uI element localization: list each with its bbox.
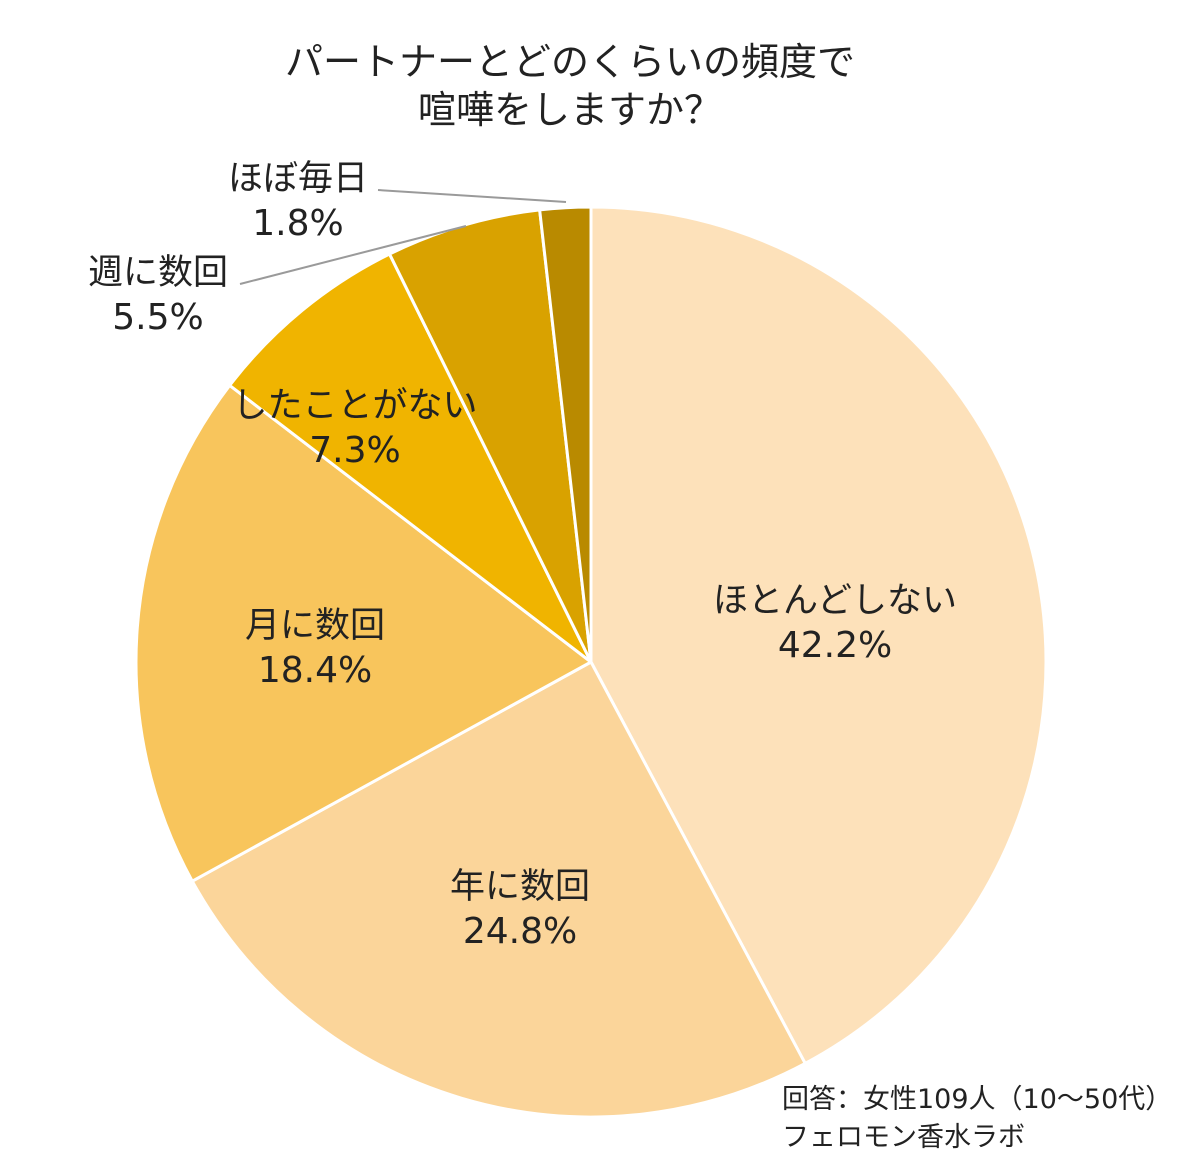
slice-value-label-3: 18.4%	[258, 650, 372, 691]
pie-slice-6	[538, 205, 593, 664]
chart-title-line-1: パートナーとどのくらいの頻度で	[285, 40, 855, 84]
slice-value-label-4: 7.3%	[309, 430, 400, 471]
pie-slice-3	[134, 383, 593, 883]
slice-label-1: ほとんどしない	[713, 581, 957, 621]
chart-title: パートナーとどのくらいの頻度で 喧嘩をしますか？	[285, 40, 855, 132]
source-note-line-1: 回答：女性109人（10〜50代）	[782, 1084, 1172, 1115]
leader-line-5	[239, 225, 467, 285]
source-note-line-2: フェロモン香水ラボ	[782, 1122, 1025, 1153]
pie-slice-5	[388, 208, 593, 664]
slice-label-3: 月に数回	[245, 606, 385, 646]
slice-value-label-6: 1.8%	[252, 203, 343, 244]
slice-label-6: ほぼ毎日	[228, 159, 368, 199]
pie-slice-1	[589, 205, 1048, 1065]
leader-line-6	[377, 189, 567, 203]
slice-value-label-1: 42.2%	[778, 625, 892, 666]
pie-slice-4	[228, 252, 593, 664]
chart-title-line-2: 喧嘩をしますか？	[418, 88, 722, 132]
pie-slice-2	[190, 660, 807, 1119]
pie-slices	[134, 205, 1048, 1119]
slice-label-4: したことがない	[232, 386, 477, 426]
source-note: 回答：女性109人（10〜50代） フェロモン香水ラボ	[782, 1084, 1172, 1153]
slice-label-2: 年に数回	[450, 867, 590, 907]
leader-lines	[239, 189, 567, 285]
slice-label-5: 週に数回	[88, 253, 228, 293]
slice-value-label-5: 5.5%	[112, 297, 203, 338]
slice-value-label-2: 24.8%	[463, 911, 577, 952]
